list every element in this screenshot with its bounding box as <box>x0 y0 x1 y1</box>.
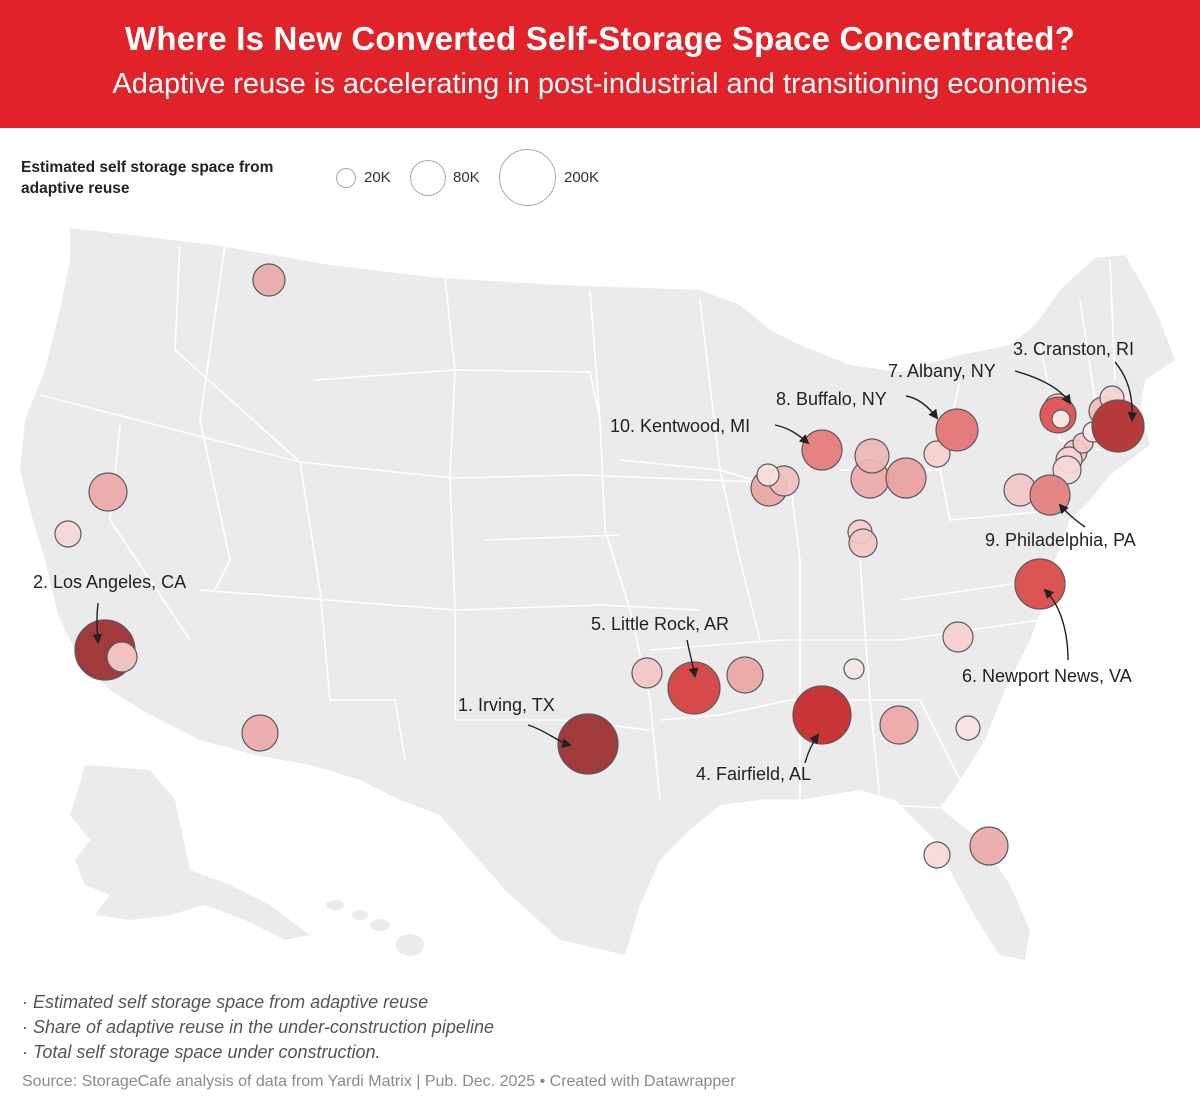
metro-bubble[interactable] <box>923 841 951 869</box>
ranked-labels: 1. Irving, TX 2. Los Angeles, CA 3. Cran… <box>33 339 1136 784</box>
legend-circle-icon <box>499 149 556 206</box>
bubble-fairfield-al[interactable] <box>792 685 852 745</box>
footnotes: · Estimated self storage space from adap… <box>22 990 922 1065</box>
footnote-line: · Total self storage space under constru… <box>22 1042 381 1062</box>
legend-label: 200K <box>564 169 600 186</box>
alaska-shape <box>70 765 310 940</box>
label-fairfield: 4. Fairfield, AL <box>696 764 811 784</box>
arrow-cranston <box>1114 361 1138 422</box>
chart-title: Where Is New Converted Self-Storage Spac… <box>125 20 1075 57</box>
bubble-kentwood-mi[interactable] <box>801 429 843 471</box>
metro-bubble[interactable] <box>885 457 927 499</box>
metro-bubble[interactable] <box>843 658 865 680</box>
metro-bubble[interactable] <box>631 657 663 689</box>
arrow-buffalo <box>905 395 939 420</box>
arrow-irving <box>527 724 572 748</box>
bubble-los-angeles-ca-secondary[interactable] <box>106 641 138 673</box>
metro-bubble[interactable] <box>942 621 974 653</box>
footnote-line: · Estimated self storage space from adap… <box>22 992 429 1012</box>
bubble-cranston-ri[interactable] <box>1091 399 1145 453</box>
label-little-rock: 5. Little Rock, AR <box>591 614 729 634</box>
arrow-philadelphia <box>1058 503 1086 528</box>
bubble-irving-tx[interactable] <box>557 713 619 775</box>
chart-subtitle: Adaptive reuse is accelerating in post-i… <box>112 68 1088 100</box>
metro-bubble[interactable] <box>879 705 919 745</box>
bubble-newport-news-va[interactable] <box>1014 558 1066 610</box>
metro-bubble[interactable] <box>955 715 981 741</box>
legend-label: 80K <box>453 169 480 186</box>
bubble-albany-ny-inner[interactable] <box>1051 409 1071 429</box>
state-borders <box>39 244 1116 809</box>
legend-circle-icon <box>336 168 356 188</box>
label-buffalo: 8. Buffalo, NY <box>776 389 887 409</box>
metro-bubble[interactable] <box>241 714 279 752</box>
metro-bubble[interactable] <box>854 438 890 474</box>
ranked-bubbles <box>74 396 1145 775</box>
label-philadelphia: 9. Philadelphia, PA <box>985 530 1136 550</box>
hawaii-shape <box>326 900 424 956</box>
legend-circle-icon <box>410 160 446 196</box>
arrow-kentwood <box>774 424 810 445</box>
metro-bubble[interactable] <box>252 263 286 297</box>
footnote-line: · Share of adaptive reuse in the under-c… <box>22 1017 494 1037</box>
arrow-los-angeles <box>92 602 103 644</box>
metro-bubble[interactable] <box>848 528 878 558</box>
metro-bubble[interactable] <box>969 826 1009 866</box>
arrow-little-rock <box>686 639 699 678</box>
arrow-fairfield <box>804 733 820 764</box>
us-land-shape <box>20 228 1175 960</box>
legend-label: 20K <box>364 169 391 186</box>
metro-bubble[interactable] <box>726 656 764 694</box>
metro-bubble[interactable] <box>54 520 82 548</box>
label-los-angeles: 2. Los Angeles, CA <box>33 572 186 592</box>
label-irving: 1. Irving, TX <box>458 695 555 715</box>
us-map: 1. Irving, TX 2. Los Angeles, CA 3. Cran… <box>20 228 1175 960</box>
header-banner: Where Is New Converted Self-Storage Spac… <box>0 0 1200 128</box>
label-newport-news: 6. Newport News, VA <box>962 666 1132 686</box>
arrow-albany <box>1014 370 1072 405</box>
arrow-newport-news <box>1043 588 1069 661</box>
bubble-little-rock-ar[interactable] <box>667 661 721 715</box>
metro-bubble[interactable] <box>923 440 951 468</box>
label-cranston: 3. Cranston, RI <box>1013 339 1134 359</box>
metro-bubble[interactable] <box>756 463 780 487</box>
legend-title: Estimated self storage space from adapti… <box>21 159 274 197</box>
label-albany: 7. Albany, NY <box>888 361 996 381</box>
label-kentwood: 10. Kentwood, MI <box>610 416 750 436</box>
leader-arrows <box>92 361 1138 764</box>
metro-bubble[interactable] <box>88 472 128 512</box>
source-line: Source: StorageCafe analysis of data fro… <box>22 1073 736 1090</box>
bubble-buffalo-ny[interactable] <box>935 408 979 452</box>
